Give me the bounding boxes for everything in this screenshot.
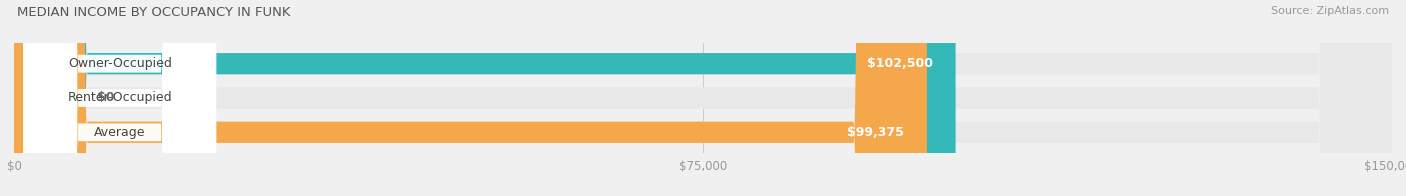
FancyBboxPatch shape [14,0,1392,196]
Text: Average: Average [94,126,145,139]
Text: MEDIAN INCOME BY OCCUPANCY IN FUNK: MEDIAN INCOME BY OCCUPANCY IN FUNK [17,6,291,19]
Text: $99,375: $99,375 [846,126,904,139]
FancyBboxPatch shape [14,0,956,196]
FancyBboxPatch shape [14,0,73,196]
Text: Owner-Occupied: Owner-Occupied [67,57,172,70]
Text: Source: ZipAtlas.com: Source: ZipAtlas.com [1271,6,1389,16]
Text: $0: $0 [97,92,114,104]
FancyBboxPatch shape [24,0,217,196]
FancyBboxPatch shape [24,0,217,196]
FancyBboxPatch shape [14,0,927,196]
Text: Renter-Occupied: Renter-Occupied [67,92,172,104]
Text: $102,500: $102,500 [866,57,932,70]
FancyBboxPatch shape [24,0,217,196]
FancyBboxPatch shape [14,0,1392,196]
FancyBboxPatch shape [14,0,1392,196]
